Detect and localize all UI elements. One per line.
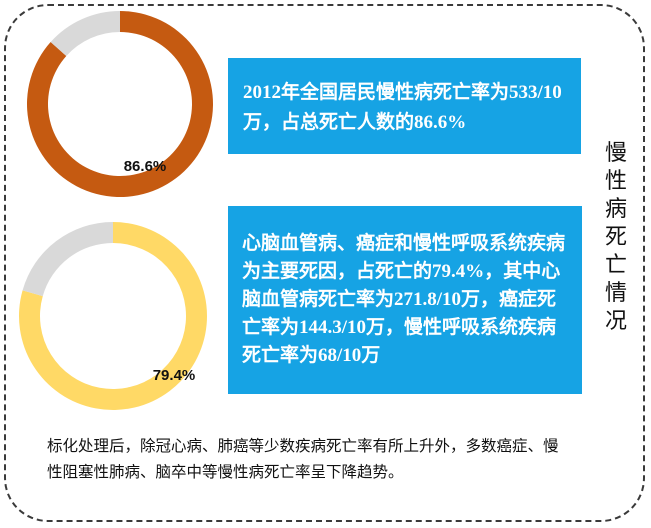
side-title: 慢性病死亡情况 [604, 141, 627, 334]
donut-1-svg: 86.6% [26, 11, 214, 197]
mortality-info-text: 2012年全国居民慢性病死亡率为533/10万，占总死亡人数的86.6% [243, 82, 562, 133]
donut-1-data-label: 86.6% [124, 158, 167, 175]
main-causes-info-text: 心脑血管病、癌症和慢性呼吸系统疾病为主要死因，占死亡的79.4%，其中心脑血管病… [242, 233, 566, 366]
mortality-info-box: 2012年全国居民慢性病死亡率为533/10万，占总死亡人数的86.6% [228, 58, 581, 154]
main-causes-info-box: 心脑血管病、癌症和慢性呼吸系统疾病为主要死因，占死亡的79.4%，其中心脑血管病… [228, 206, 582, 394]
donut-chart-2: 79.4% [16, 219, 211, 414]
dashed-frame [4, 4, 645, 522]
donut-2-slice-rest [22, 222, 114, 297]
donut-2-data-label: 79.4% [153, 367, 196, 384]
donut-1-slice-rest [50, 11, 120, 57]
summary-text: 标化处理后，除冠心病、肺癌等少数疾病死亡率有所上升外，多数癌症、慢性阻塞性肺病、… [47, 437, 559, 481]
donut-2-svg: 79.4% [19, 222, 208, 410]
donut-chart-1: 86.6% [20, 4, 220, 204]
